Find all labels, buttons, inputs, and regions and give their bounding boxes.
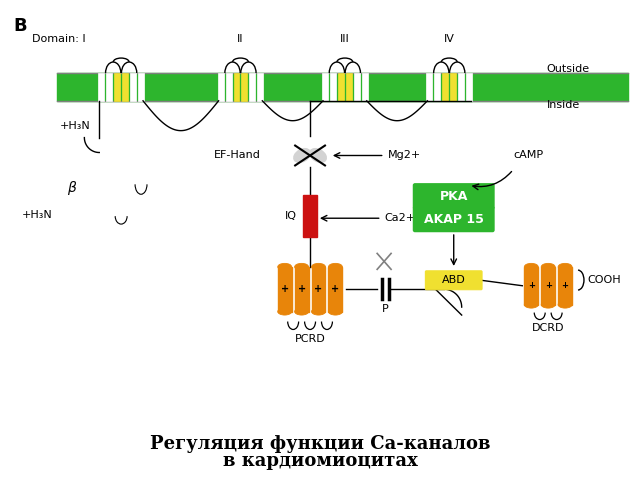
Bar bbox=[114, 73, 120, 101]
Ellipse shape bbox=[328, 264, 342, 270]
Text: Domain: I: Domain: I bbox=[31, 34, 85, 44]
FancyBboxPatch shape bbox=[113, 159, 129, 182]
Bar bbox=[241, 73, 248, 101]
FancyBboxPatch shape bbox=[133, 191, 149, 214]
Bar bbox=[330, 73, 336, 101]
Text: II: II bbox=[237, 34, 244, 44]
Bar bbox=[322, 73, 328, 101]
Text: +: + bbox=[332, 284, 339, 294]
Bar bbox=[354, 73, 360, 101]
Bar bbox=[338, 73, 344, 101]
FancyBboxPatch shape bbox=[133, 159, 149, 182]
Text: +: + bbox=[545, 281, 552, 290]
Text: в кардиомиоцитах: в кардиомиоцитах bbox=[223, 452, 417, 470]
Ellipse shape bbox=[278, 308, 292, 315]
Ellipse shape bbox=[312, 308, 326, 315]
Text: Outside: Outside bbox=[547, 64, 590, 74]
Bar bbox=[225, 73, 232, 101]
Text: Ca2+/CaM: Ca2+/CaM bbox=[385, 213, 444, 223]
Ellipse shape bbox=[524, 264, 538, 270]
Ellipse shape bbox=[294, 308, 308, 315]
Ellipse shape bbox=[294, 149, 310, 162]
Ellipse shape bbox=[558, 301, 572, 308]
Text: PCRD: PCRD bbox=[294, 335, 325, 345]
FancyBboxPatch shape bbox=[413, 184, 494, 209]
Bar bbox=[435, 73, 440, 101]
Bar bbox=[328, 267, 342, 312]
Ellipse shape bbox=[541, 301, 555, 308]
Bar bbox=[442, 73, 448, 101]
Text: +H₃N: +H₃N bbox=[60, 120, 90, 131]
Bar bbox=[106, 73, 112, 101]
Ellipse shape bbox=[312, 264, 326, 270]
Bar bbox=[451, 73, 456, 101]
Bar bbox=[234, 73, 239, 101]
Ellipse shape bbox=[328, 308, 342, 315]
Text: P: P bbox=[381, 304, 388, 314]
Text: DCRD: DCRD bbox=[532, 324, 564, 334]
Bar bbox=[278, 267, 292, 312]
Text: Mg2+: Mg2+ bbox=[388, 151, 421, 160]
Text: IQ: IQ bbox=[285, 211, 297, 221]
Text: Регуляция функции Са-каналов: Регуляция функции Са-каналов bbox=[150, 435, 490, 453]
Bar bbox=[426, 73, 433, 101]
Bar bbox=[558, 267, 572, 305]
Text: COOH: COOH bbox=[587, 275, 621, 285]
Ellipse shape bbox=[524, 301, 538, 308]
Bar bbox=[122, 73, 128, 101]
Bar bbox=[218, 73, 223, 101]
FancyBboxPatch shape bbox=[426, 271, 482, 290]
Ellipse shape bbox=[558, 264, 572, 270]
FancyBboxPatch shape bbox=[113, 191, 129, 214]
Text: Inside: Inside bbox=[547, 100, 580, 110]
Bar bbox=[56, 73, 628, 101]
Bar bbox=[524, 267, 538, 305]
Bar bbox=[294, 267, 308, 312]
Text: +: + bbox=[298, 284, 306, 294]
Text: cAMP: cAMP bbox=[513, 151, 543, 160]
Text: +: + bbox=[561, 281, 568, 290]
Text: PKA: PKA bbox=[440, 190, 468, 203]
Text: +: + bbox=[528, 281, 535, 290]
Text: AKAP 15: AKAP 15 bbox=[424, 213, 484, 226]
Text: B: B bbox=[14, 17, 28, 36]
Text: +: + bbox=[314, 284, 323, 294]
Bar bbox=[346, 73, 352, 101]
Text: +: + bbox=[281, 284, 289, 294]
Ellipse shape bbox=[541, 264, 555, 270]
Bar bbox=[303, 195, 317, 237]
Text: EF-Hand: EF-Hand bbox=[214, 151, 260, 160]
FancyBboxPatch shape bbox=[413, 207, 494, 231]
Text: +H₃N: +H₃N bbox=[22, 210, 52, 220]
Bar bbox=[312, 267, 326, 312]
Ellipse shape bbox=[278, 264, 292, 270]
Bar bbox=[138, 73, 144, 101]
Bar bbox=[362, 73, 368, 101]
Text: IV: IV bbox=[444, 34, 454, 44]
Text: III: III bbox=[340, 34, 349, 44]
Bar bbox=[541, 267, 555, 305]
Text: ABD: ABD bbox=[442, 275, 465, 285]
Bar bbox=[458, 73, 464, 101]
Ellipse shape bbox=[310, 149, 326, 162]
Text: β: β bbox=[67, 181, 76, 195]
Bar bbox=[250, 73, 255, 101]
Bar bbox=[130, 73, 136, 101]
Ellipse shape bbox=[294, 264, 308, 270]
Bar bbox=[257, 73, 263, 101]
Bar bbox=[99, 73, 104, 101]
Bar bbox=[466, 73, 472, 101]
